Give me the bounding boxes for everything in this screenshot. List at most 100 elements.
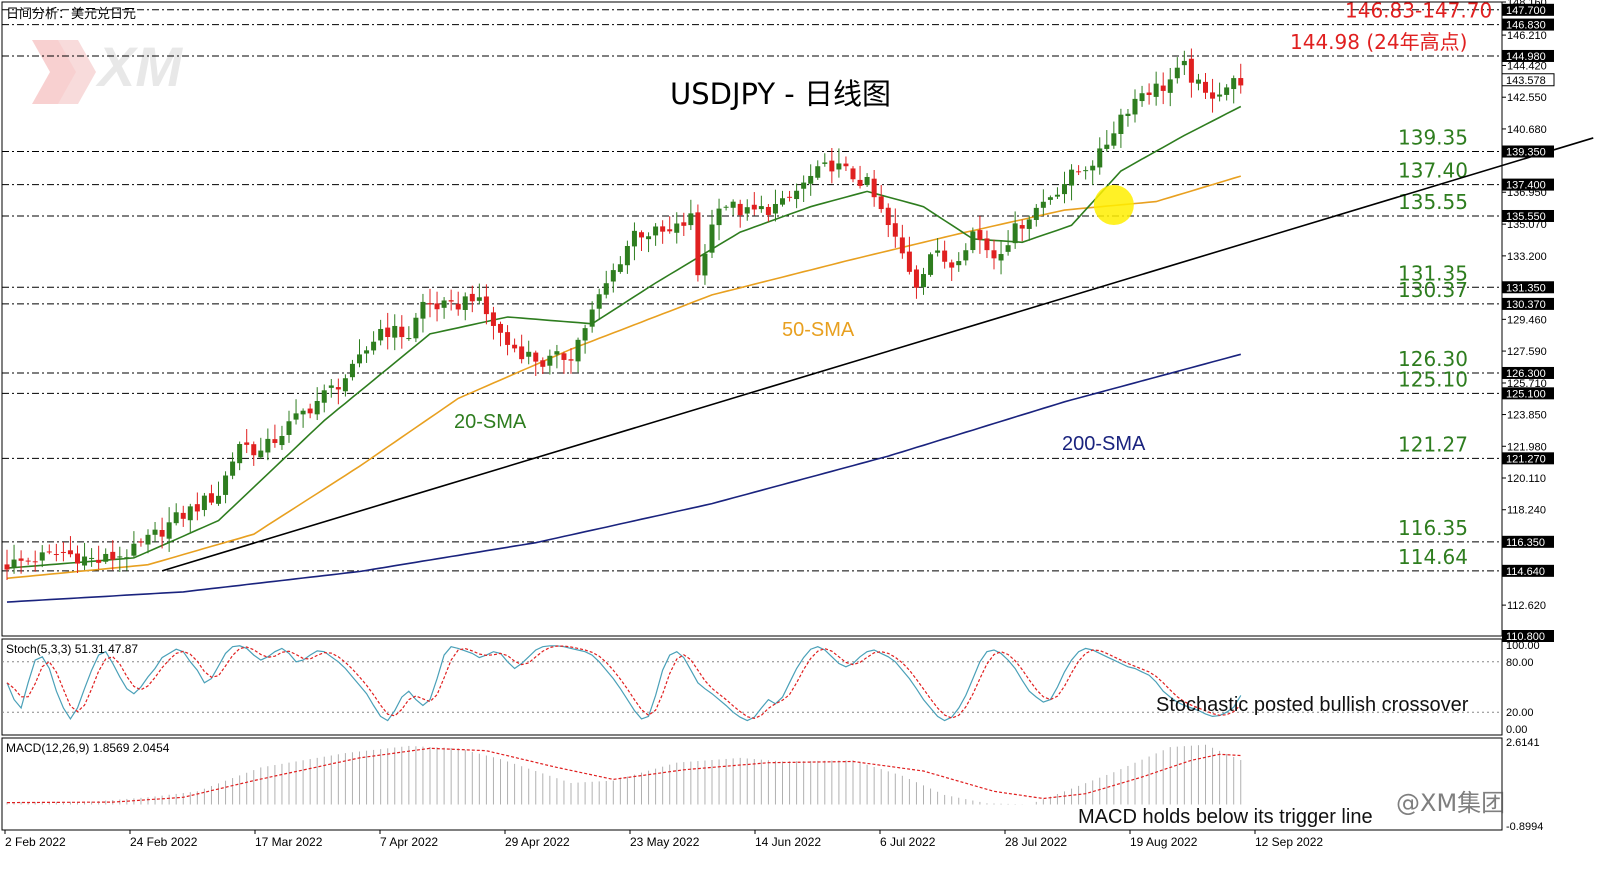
- current-price-box: [1501, 73, 1555, 87]
- candle: [251, 441, 257, 466]
- candle-body: [216, 495, 221, 504]
- level-tag-box: [1502, 18, 1554, 31]
- candle: [533, 350, 539, 376]
- candle-body: [75, 553, 80, 564]
- candle: [131, 531, 137, 558]
- candle: [462, 292, 468, 321]
- candle: [702, 244, 708, 285]
- candle: [364, 346, 370, 363]
- candle-body: [1125, 113, 1131, 116]
- candle-body: [913, 269, 919, 288]
- candle-body: [512, 344, 518, 349]
- candle: [808, 164, 814, 196]
- candle: [328, 378, 334, 398]
- candle: [1139, 85, 1145, 107]
- candle: [836, 148, 842, 178]
- candle-body: [801, 182, 807, 189]
- candle-body: [39, 552, 45, 561]
- candle-body: [173, 512, 179, 524]
- candle-body: [1026, 219, 1032, 229]
- level-tag-text: 126.300: [1506, 368, 1546, 380]
- candle-body: [328, 385, 334, 388]
- candle: [815, 160, 821, 180]
- candle: [1231, 75, 1237, 104]
- candle-body: [378, 328, 384, 341]
- candle: [864, 173, 870, 187]
- candle-body: [476, 297, 482, 301]
- date-tick-label: 19 Aug 2022: [1130, 835, 1198, 849]
- sma200-label: 200-SMA: [1062, 433, 1146, 455]
- candle-body: [540, 360, 546, 367]
- candle-body: [145, 534, 151, 545]
- level-tag-box: [1502, 535, 1554, 548]
- candle-body: [843, 163, 849, 167]
- candle-body: [723, 206, 729, 208]
- candle-body: [1181, 60, 1187, 66]
- level-label: 125.10: [1398, 367, 1468, 391]
- candle-body: [1231, 78, 1237, 90]
- candle: [1195, 73, 1201, 91]
- level-tag: 125.100: [1502, 387, 1554, 400]
- level-label: 121.27: [1398, 432, 1468, 456]
- candle-body: [547, 355, 553, 366]
- candle-body: [575, 339, 581, 362]
- candle-body: [1104, 144, 1110, 149]
- candle: [512, 338, 518, 353]
- level-tag-text: 135.550: [1506, 211, 1546, 223]
- candle: [639, 230, 644, 252]
- candle: [970, 227, 976, 254]
- candle: [89, 548, 95, 567]
- candle-body: [780, 198, 785, 205]
- candle-body: [787, 196, 793, 198]
- candle: [737, 199, 743, 228]
- candle-body: [117, 556, 123, 558]
- candle: [145, 529, 151, 554]
- candle-body: [194, 504, 200, 512]
- candle: [1026, 215, 1032, 241]
- candle: [949, 259, 955, 281]
- candle-body: [794, 190, 800, 200]
- candle: [709, 209, 715, 259]
- candle-body: [490, 312, 496, 326]
- candle: [314, 387, 320, 420]
- candle-body: [1062, 184, 1067, 195]
- candle-body: [60, 551, 66, 553]
- candle-body: [1047, 197, 1053, 200]
- candle: [32, 550, 38, 572]
- level-tag-text: 139.350: [1506, 147, 1546, 159]
- crossover-highlight: [1093, 184, 1134, 225]
- candle: [850, 166, 856, 183]
- candle: [103, 548, 109, 564]
- candle-body: [921, 274, 926, 288]
- candle-body: [582, 328, 588, 341]
- price-tick-label: 121.980: [1507, 441, 1547, 453]
- stoch-annotation: Stochastic posted bullish crossover: [1156, 694, 1469, 716]
- candle-body: [166, 522, 172, 539]
- header-caption: 日间分析：美元兑日元: [6, 7, 136, 22]
- candle-body: [850, 168, 856, 180]
- candle: [223, 471, 229, 504]
- candle-body: [223, 475, 229, 495]
- candle-body: [1019, 225, 1025, 229]
- candle: [751, 192, 757, 216]
- candles-layer: [4, 48, 1244, 581]
- candle: [1076, 165, 1082, 176]
- candle-body: [928, 254, 934, 275]
- candle: [413, 312, 419, 343]
- candle: [138, 538, 144, 547]
- candle-body: [646, 236, 652, 240]
- candle-body: [300, 410, 306, 415]
- candle: [681, 212, 687, 237]
- price-tick-label: 118.240: [1507, 505, 1546, 517]
- level-tag: 139.350: [1502, 145, 1554, 159]
- macd-pane-frame: [1, 737, 1503, 831]
- candle: [18, 550, 24, 574]
- level-label: 146.83-147.70: [1345, 0, 1492, 23]
- level-tag-box: [1502, 209, 1554, 222]
- candle: [906, 236, 912, 275]
- date-tick-label: 14 Jun 2022: [755, 835, 821, 849]
- macd-tick-label: 2.6141: [1506, 737, 1540, 749]
- level-tag: 114.640: [1502, 564, 1554, 578]
- stoch-label: Stoch(5,3,3) 51.31 47.87: [6, 642, 138, 656]
